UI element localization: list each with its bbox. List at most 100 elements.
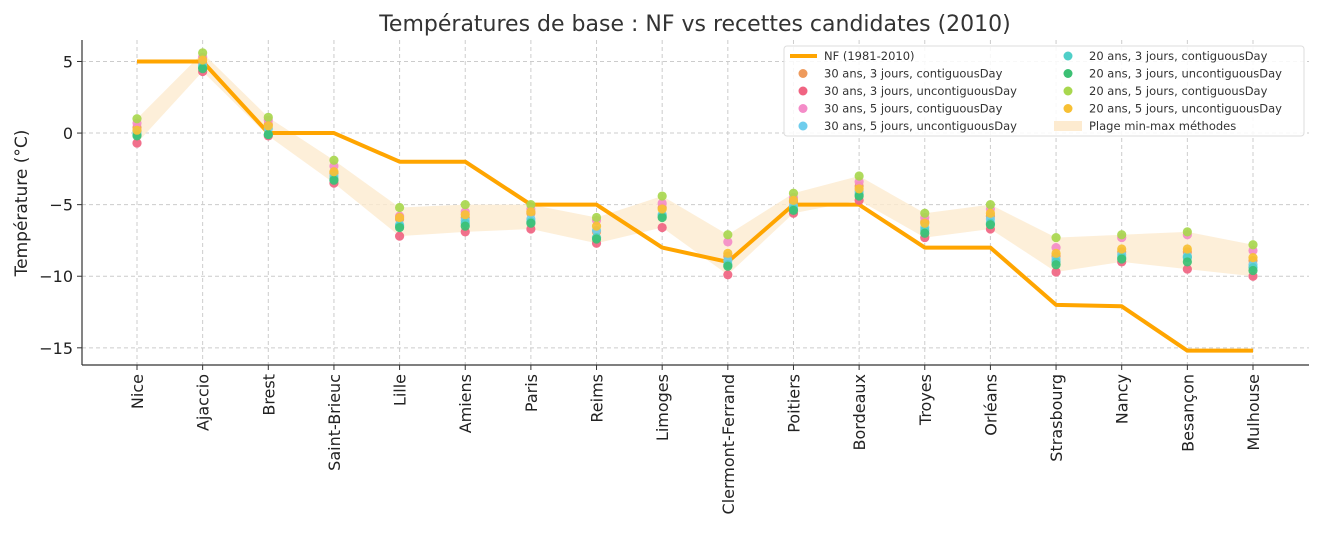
point-s5-15 [1117, 254, 1127, 264]
min-max-band-area [137, 52, 1253, 277]
point-s5-12 [920, 228, 930, 238]
point-s7-5 [460, 210, 470, 220]
legend-box [783, 45, 1305, 137]
legend-swatch-4 [798, 121, 808, 131]
point-s5-17 [1248, 265, 1258, 276]
legend: NF (1981-2010) 30 ans, 3 jours, contiguou… [783, 45, 1305, 137]
x-tick-label-17: Mulhouse [1244, 374, 1263, 451]
y-tick-label-1: 0 [63, 124, 73, 143]
point-s5-1 [198, 64, 208, 74]
point-s7-15 [1117, 244, 1127, 254]
x-tick-label-15: Nancy [1113, 374, 1132, 424]
x-tick-label-5: Amiens [456, 374, 475, 433]
point-s7-2 [263, 121, 273, 131]
point-s5-6 [526, 218, 536, 228]
x-tick-label-12: Troyes [916, 374, 935, 426]
legend-swatch-7 [1063, 86, 1073, 96]
point-s1-9 [723, 270, 733, 280]
point-s6-2 [263, 112, 273, 122]
x-tick-label-6: Paris [522, 374, 541, 412]
x-tick-label-11: Bordeaux [850, 374, 869, 450]
legend-label-6: 20 ans, 3 jours, uncontiguousDay [1089, 67, 1282, 81]
point-s6-11 [854, 171, 864, 181]
point-s7-0 [132, 125, 142, 135]
legend-swatch-2 [798, 86, 808, 96]
axes [81, 40, 1309, 366]
y-tick-label-4: −15 [39, 339, 73, 358]
point-s5-10 [788, 205, 799, 215]
x-tick-label-9: Clermont-Ferrand [719, 374, 738, 514]
point-s6-9 [723, 230, 733, 240]
point-s6-10 [788, 188, 799, 198]
min-max-band [137, 52, 1253, 277]
point-s7-9 [723, 248, 733, 258]
point-s6-15 [1117, 230, 1127, 240]
point-s6-5 [460, 200, 470, 210]
chart-title: Températures de base : NF vs recettes ca… [378, 12, 1011, 37]
point-s7-4 [394, 212, 405, 223]
legend-label-2: 30 ans, 3 jours, uncontiguousDay [824, 84, 1017, 98]
point-s6-0 [132, 114, 142, 124]
point-s5-14 [1051, 260, 1061, 270]
point-s7-10 [788, 195, 799, 205]
point-s7-16 [1182, 244, 1192, 254]
point-s5-11 [854, 191, 864, 201]
point-s7-17 [1248, 253, 1258, 263]
y-tick-label-0: 5 [63, 52, 73, 71]
x-tick-label-4: Lille [391, 374, 410, 406]
point-s1-16 [1182, 264, 1192, 274]
x-tick-label-13: Orléans [981, 374, 1000, 436]
legend-label-0: NF (1981-2010) [824, 49, 915, 63]
legend-label-5: 20 ans, 3 jours, contiguousDay [1089, 49, 1268, 63]
y-tick-label-3: −10 [39, 267, 73, 286]
point-s1-14 [1051, 267, 1061, 277]
point-s7-11 [854, 184, 864, 194]
legend-label-3: 30 ans, 5 jours, contiguousDay [824, 102, 1003, 116]
point-s5-5 [460, 221, 470, 231]
point-s6-16 [1182, 227, 1192, 237]
ticks: 5 0 −5 −10 −15 Nice Ajaccio Brest Saint-Brieuc Li… [39, 52, 1263, 514]
point-s6-12 [920, 208, 930, 218]
point-s7-12 [920, 218, 930, 228]
nf-line [137, 59, 1253, 353]
point-s6-1 [198, 48, 208, 58]
point-s5-9 [723, 261, 733, 271]
y-tick-label-2: −5 [49, 196, 73, 215]
x-tick-label-8: Limoges [653, 374, 672, 441]
point-s6-14 [1051, 232, 1061, 243]
point-s5-3 [329, 175, 339, 185]
legend-label-7: 20 ans, 5 jours, contiguousDay [1089, 84, 1268, 98]
point-s1-8 [657, 222, 667, 233]
point-s1-4 [394, 231, 405, 241]
point-s7-7 [591, 221, 602, 231]
legend-swatch-5 [1063, 51, 1073, 61]
candidate-points [132, 48, 1258, 281]
point-s5-8 [657, 212, 667, 223]
point-s6-4 [394, 202, 405, 213]
point-s6-13 [985, 200, 996, 210]
x-tick-label-1: Ajaccio [194, 374, 213, 431]
point-s5-13 [985, 220, 996, 230]
nf-series [137, 59, 1253, 353]
legend-swatch-6 [1063, 69, 1073, 78]
point-s2-9 [723, 237, 733, 247]
point-s6-8 [657, 191, 667, 201]
x-tick-label-14: Strasbourg [1047, 374, 1066, 462]
x-tick-label-0: Nice [128, 374, 147, 409]
point-s5-16 [1182, 257, 1192, 267]
legend-swatch-3 [798, 104, 808, 113]
y-axis-label: Température (°C) [12, 130, 32, 278]
legend-label-8: 20 ans, 5 jours, uncontiguousDay [1089, 102, 1282, 116]
x-tick-label-2: Brest [259, 374, 278, 416]
legend-label-1: 30 ans, 3 jours, contiguousDay [824, 67, 1003, 81]
legend-label-9: Plage min-max méthodes [1089, 119, 1236, 133]
point-s7-13 [985, 208, 996, 218]
point-s7-1 [198, 55, 208, 65]
x-tick-label-16: Besançon [1178, 374, 1197, 452]
point-s6-6 [526, 200, 536, 210]
point-s5-7 [591, 234, 602, 244]
x-tick-label-10: Poitiers [784, 374, 803, 433]
x-tick-label-7: Reims [588, 374, 607, 423]
point-s7-8 [657, 204, 667, 214]
